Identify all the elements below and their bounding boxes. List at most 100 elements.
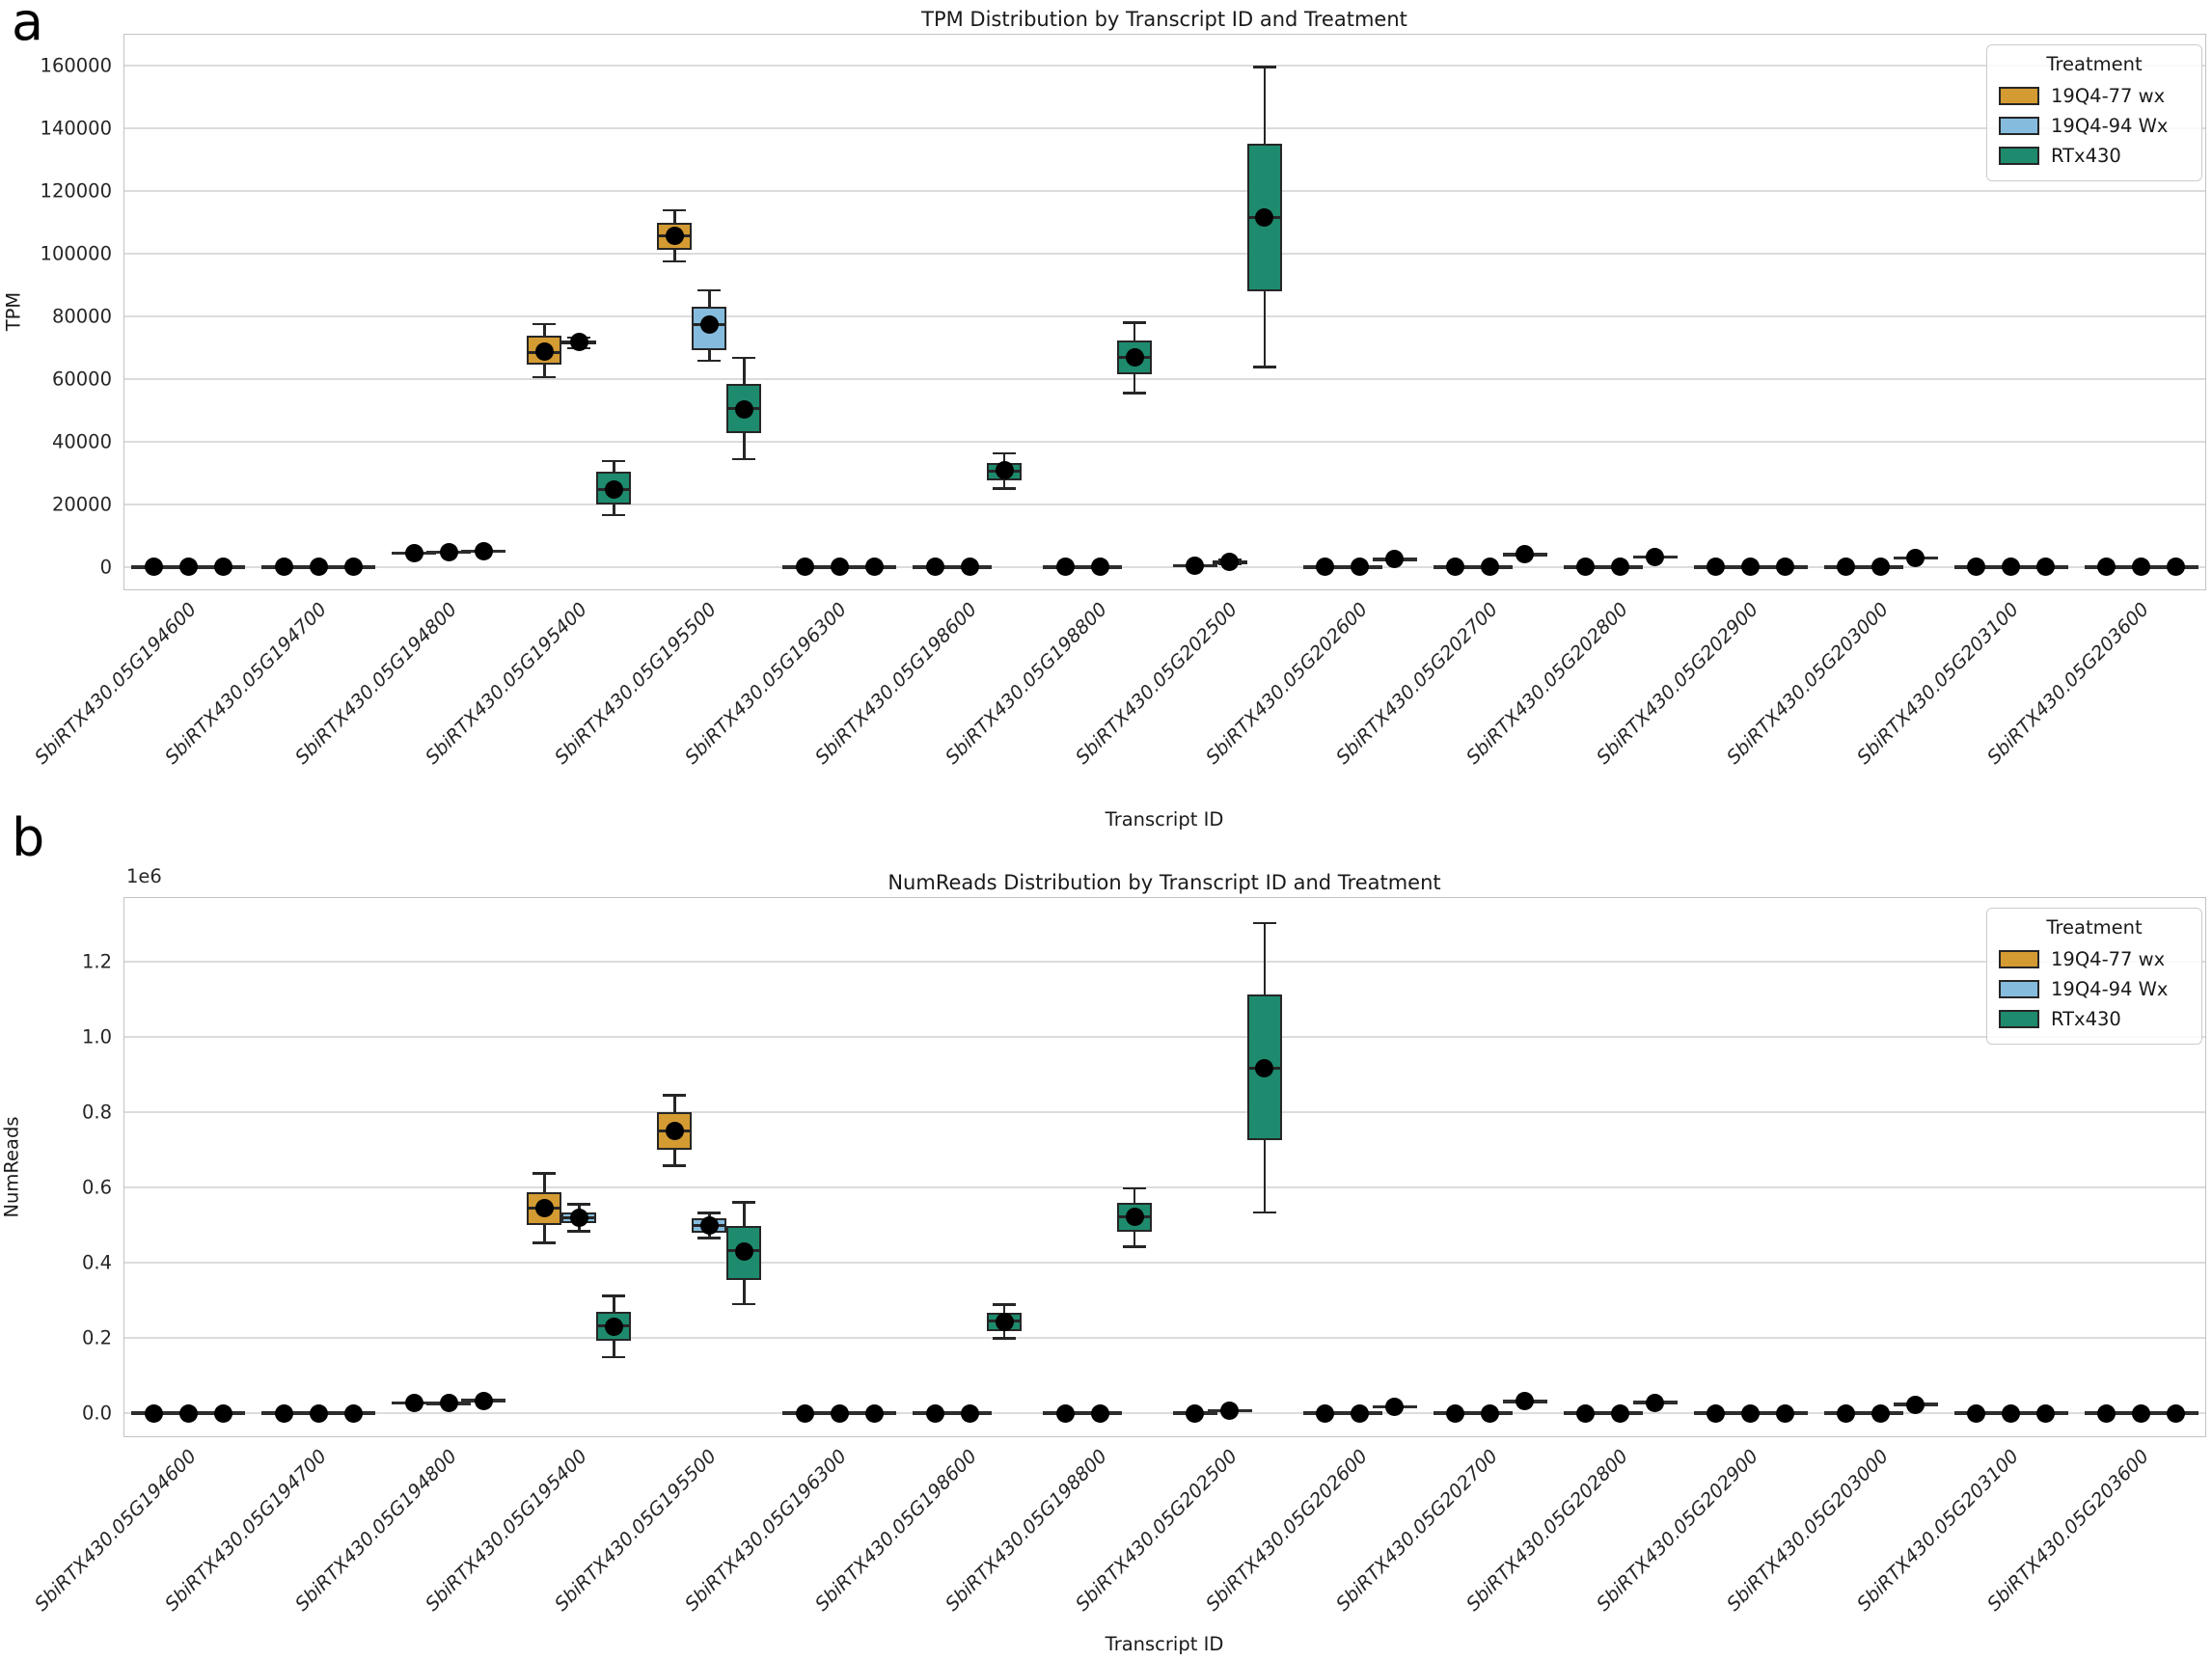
mean-dot <box>1220 552 1240 571</box>
mean-dot <box>2002 558 2021 577</box>
mean-dot <box>534 1199 554 1218</box>
y-tick-label: 40000 <box>51 430 112 453</box>
whisker-cap <box>602 459 626 463</box>
mean-dot <box>1316 558 1335 577</box>
whisker-cap <box>1123 392 1147 395</box>
mean-dot <box>1255 1059 1274 1078</box>
mean-dot <box>1906 1395 1925 1414</box>
y-tick-label: 1.0 <box>81 1025 112 1048</box>
legend-swatch <box>1999 1010 2039 1028</box>
mean-dot <box>474 1391 493 1410</box>
y-tick-label: 60000 <box>51 368 112 391</box>
mean-dot <box>1516 545 1535 564</box>
gridline <box>123 566 2206 568</box>
whisker-cap <box>567 1230 591 1233</box>
mean-dot <box>995 1312 1014 1331</box>
mean-dot <box>925 1403 944 1423</box>
y-tick-label: 0.6 <box>81 1176 112 1199</box>
whisker-cap <box>732 457 756 461</box>
whisker-cap <box>533 1171 557 1175</box>
mean-dot <box>274 558 293 577</box>
legend-entry: RTx430 <box>1999 1004 2190 1034</box>
whisker-cap <box>533 322 557 326</box>
whisker-cap <box>697 288 722 292</box>
mean-dot <box>795 558 814 577</box>
gridline <box>123 1412 2206 1414</box>
mean-dot <box>1255 207 1274 227</box>
mean-dot <box>1741 558 1761 577</box>
mean-dot <box>144 1403 163 1423</box>
mean-dot <box>795 1403 814 1423</box>
whisker-cap <box>602 1294 626 1297</box>
mean-dot <box>1871 1403 1891 1423</box>
mean-dot <box>2036 1403 2056 1423</box>
whisker-cap <box>663 1164 687 1167</box>
mean-dot <box>213 1403 232 1423</box>
mean-dot <box>1741 1403 1761 1423</box>
mean-dot <box>925 558 944 577</box>
mean-dot <box>343 1403 363 1423</box>
whisker-cap <box>732 1201 756 1204</box>
mean-dot <box>474 542 493 561</box>
panel-label-a: a <box>12 0 44 52</box>
whisker-cap <box>1252 921 1276 925</box>
mean-dot <box>665 1122 684 1141</box>
mean-dot <box>995 461 1014 480</box>
gridline <box>123 253 2206 255</box>
mean-dot <box>1837 558 1856 577</box>
mean-dot <box>1186 556 1205 575</box>
mean-dot <box>1837 1403 1856 1423</box>
mean-dot <box>864 558 884 577</box>
mean-dot <box>178 1403 198 1423</box>
legend-label: 19Q4-77 wx <box>2051 85 2166 107</box>
mean-dot <box>309 558 328 577</box>
mean-dot <box>1967 1403 1986 1423</box>
mean-dot <box>343 558 363 577</box>
y-tick-label: 1.2 <box>81 950 112 973</box>
gridline <box>123 65 2206 67</box>
mean-dot <box>404 543 423 562</box>
y-tick-label: 0 <box>99 556 112 579</box>
mean-dot <box>665 227 684 246</box>
panel-b-legend: Treatment 19Q4-77 wx 19Q4-94 Wx RTx430 <box>1986 908 2202 1045</box>
plot-border <box>123 897 2206 1437</box>
whisker-cap <box>663 208 687 212</box>
mean-dot <box>2132 558 2151 577</box>
whisker-cap <box>1123 1244 1147 1248</box>
gridline <box>123 190 2206 192</box>
mean-dot <box>2132 1403 2151 1423</box>
y-tick-label: 140000 <box>40 117 112 140</box>
gridline <box>123 441 2206 443</box>
gridline <box>123 961 2206 963</box>
mean-dot <box>1125 1208 1144 1227</box>
legend-title: Treatment <box>2046 53 2143 75</box>
mean-dot <box>1611 558 1630 577</box>
mean-dot <box>1576 1403 1596 1423</box>
gridline <box>123 1111 2206 1113</box>
whisker-cap <box>993 451 1017 455</box>
whisker-cap <box>533 1241 557 1244</box>
mean-dot <box>2097 1403 2116 1423</box>
whisker-cap <box>533 375 557 379</box>
mean-dot <box>2097 558 2116 577</box>
mean-dot <box>960 1403 979 1423</box>
y-tick-label: 80000 <box>51 305 112 328</box>
box-rect <box>726 1225 762 1280</box>
gridline <box>123 1036 2206 1038</box>
mean-dot <box>830 558 849 577</box>
mean-dot <box>178 558 198 577</box>
y-tick-label: 0.8 <box>81 1101 112 1124</box>
mean-dot <box>699 315 719 335</box>
mean-dot <box>734 399 753 419</box>
legend-label: RTx430 <box>2051 145 2121 167</box>
legend-entry: 19Q4-77 wx <box>1999 81 2190 111</box>
mean-dot <box>1776 558 1795 577</box>
mean-dot <box>1707 1403 1726 1423</box>
panel-b-plot-area <box>123 897 2206 1437</box>
mean-dot <box>1776 1403 1795 1423</box>
mean-dot <box>960 558 979 577</box>
mean-dot <box>1220 1402 1240 1421</box>
mean-dot <box>534 342 554 362</box>
whisker-cap <box>1252 66 1276 68</box>
